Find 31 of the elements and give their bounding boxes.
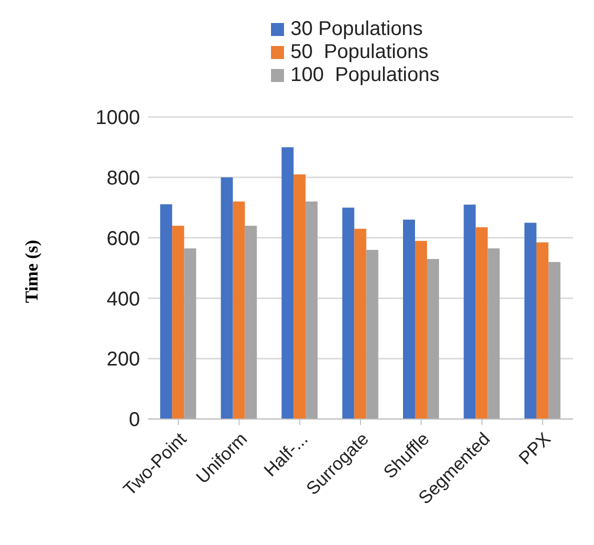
bar [294, 174, 306, 419]
bar [342, 208, 354, 419]
legend-label: 100 Populations [290, 64, 440, 87]
legend-label: 50 Populations [290, 41, 428, 64]
bar [306, 202, 318, 419]
y-tick-label: 600 [106, 228, 140, 250]
y-tick-label: 200 [106, 348, 140, 371]
legend-label: 30 Populations [290, 18, 423, 41]
bar [184, 248, 196, 419]
bar [403, 220, 415, 419]
y-tick-label: 0 [128, 409, 140, 432]
bar [160, 204, 172, 419]
bar [172, 226, 184, 419]
y-tick-label: 400 [106, 288, 140, 310]
y-tick-label: 800 [106, 168, 140, 190]
bar [536, 242, 548, 419]
bar [415, 240, 427, 419]
bar [244, 226, 257, 419]
y-tick-label: 1000 [96, 107, 140, 130]
bar [464, 204, 476, 419]
bar [354, 228, 366, 419]
bar [524, 222, 536, 419]
bar [232, 202, 245, 419]
bar [427, 258, 439, 419]
bar [366, 250, 378, 419]
bar [488, 248, 500, 419]
bar [220, 177, 233, 419]
bar [548, 262, 560, 419]
bar [282, 147, 294, 419]
bar [476, 227, 488, 419]
y-axis-title: Time (s) [22, 240, 42, 303]
